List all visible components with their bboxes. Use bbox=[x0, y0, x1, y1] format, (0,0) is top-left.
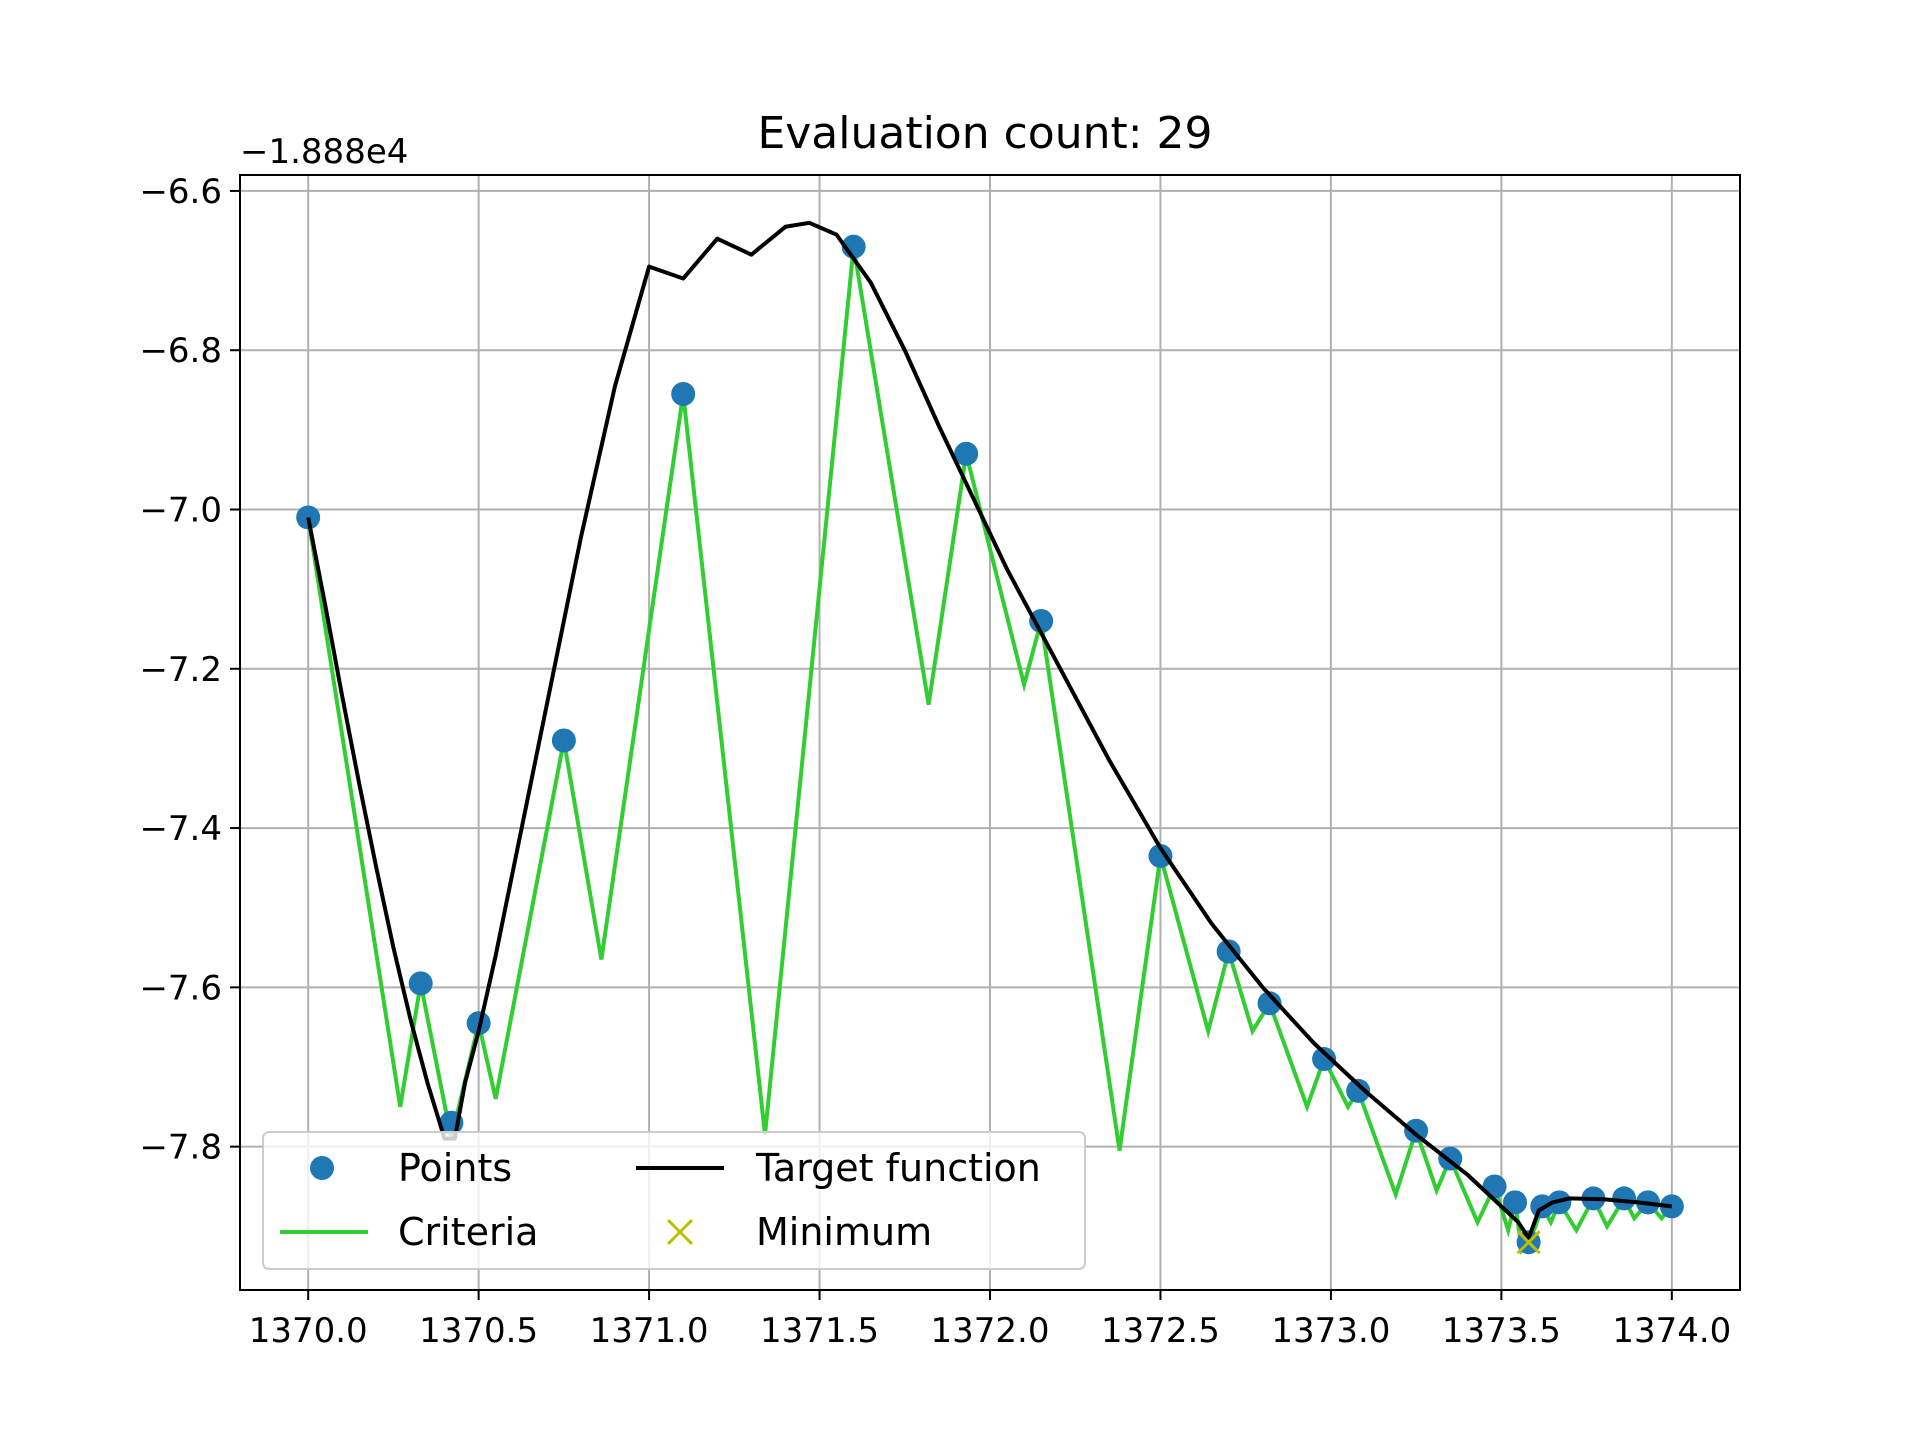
data-point bbox=[1404, 1118, 1429, 1143]
legend-criteria-label: Criteria bbox=[398, 1210, 538, 1254]
x-tick-label: 1373.0 bbox=[1271, 1311, 1390, 1351]
y-tick-label: −7.6 bbox=[139, 968, 222, 1008]
minimum-marker-stroke bbox=[1516, 1230, 1541, 1255]
legend-points-label: Points bbox=[398, 1146, 512, 1190]
data-point bbox=[1257, 991, 1282, 1016]
x-tick-label: 1372.5 bbox=[1101, 1311, 1220, 1351]
y-tick-label: −6.6 bbox=[139, 172, 222, 212]
y-tick-label: −7.8 bbox=[139, 1128, 222, 1168]
target-function-line bbox=[306, 220, 1673, 1241]
minimum-marker bbox=[1516, 1230, 1541, 1255]
grid bbox=[240, 175, 1740, 1290]
y-tick-label: −7.0 bbox=[139, 491, 222, 531]
x-tick-label: 1370.0 bbox=[249, 1311, 368, 1351]
x-tick-label: 1372.0 bbox=[931, 1311, 1050, 1351]
data-point bbox=[1029, 609, 1054, 633]
chart-title: Evaluation count: 29 bbox=[757, 108, 1212, 159]
data-point bbox=[1216, 939, 1241, 964]
x-tick-label: 1374.0 bbox=[1612, 1311, 1731, 1351]
y-tick-label: −7.4 bbox=[139, 809, 222, 849]
data-point bbox=[551, 728, 576, 753]
x-tick-label: 1370.5 bbox=[419, 1311, 538, 1351]
x-tick-label: 1373.5 bbox=[1442, 1311, 1561, 1351]
data-point bbox=[1148, 843, 1173, 868]
x-tick-label: 1371.0 bbox=[590, 1311, 709, 1351]
data-point bbox=[1503, 1190, 1527, 1215]
series-layer bbox=[296, 220, 1684, 1255]
data-point bbox=[671, 382, 696, 407]
legend-target-label: Target function bbox=[755, 1146, 1041, 1190]
data-point bbox=[1612, 1186, 1637, 1211]
legend-box bbox=[262, 1131, 1086, 1270]
x-tick-label: 1371.5 bbox=[760, 1311, 879, 1351]
legend-minimum-label: Minimum bbox=[756, 1210, 932, 1254]
legend-points-marker bbox=[310, 1156, 334, 1180]
y-tick-label: −7.2 bbox=[139, 650, 222, 690]
data-point bbox=[1312, 1047, 1337, 1072]
legend: Points Criteria Target function Minimum bbox=[262, 1131, 1086, 1270]
x-axis: 1370.0 1370.5 1371.0 1371.5 1372.0 1372.5 1373… bbox=[249, 1290, 1731, 1351]
data-point bbox=[1346, 1078, 1371, 1103]
data-point bbox=[408, 971, 433, 996]
y-tick-label: −6.8 bbox=[139, 331, 222, 371]
data-point bbox=[954, 441, 979, 466]
legend-minimum-marker bbox=[666, 1218, 694, 1246]
y-offset-label: −1.888e4 bbox=[240, 132, 408, 172]
y-axis: −6.6 −6.8 −7.0 −7.2 −7.4 −7.6 −7.8 bbox=[139, 172, 240, 1168]
